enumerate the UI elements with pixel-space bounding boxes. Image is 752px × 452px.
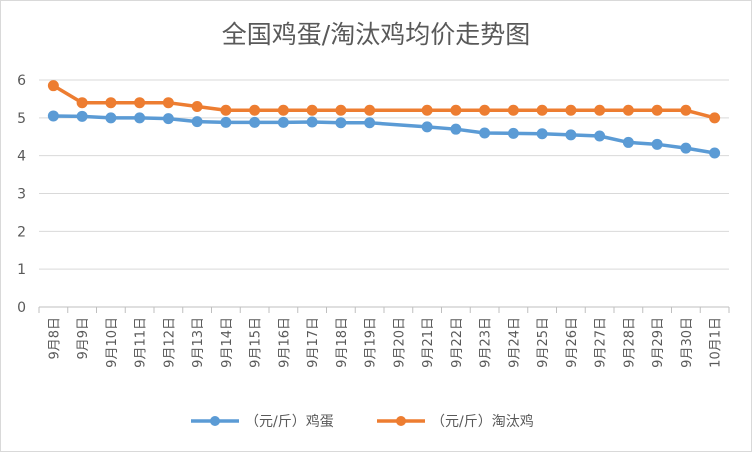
- data-point: [134, 97, 146, 109]
- data-point: [306, 116, 318, 128]
- data-point: [450, 123, 462, 135]
- y-tick-label: 2: [17, 224, 26, 240]
- x-tick-label: 9月23日: [479, 317, 494, 368]
- x-tick-label: 9月19日: [364, 317, 379, 368]
- x-tick-label: 9月25日: [536, 317, 551, 368]
- data-point: [249, 116, 261, 128]
- x-tick-label: 9月29日: [651, 317, 666, 368]
- data-point: [479, 127, 491, 139]
- x-tick-label: 9月27日: [594, 317, 609, 368]
- x-tick-label: 9月22日: [450, 317, 465, 368]
- data-point: [105, 112, 117, 124]
- x-tick-label: 9月14日: [220, 317, 235, 368]
- data-point: [134, 112, 146, 124]
- x-tick-label: 9月11日: [134, 317, 149, 368]
- y-tick-label: 0: [17, 300, 26, 316]
- x-tick-label: 9月9日: [76, 317, 91, 360]
- data-point: [306, 104, 318, 116]
- x-tick-label: 10月1日: [709, 317, 724, 368]
- x-tick-label: 9月18日: [335, 317, 350, 368]
- data-point: [565, 104, 577, 116]
- data-point: [594, 130, 606, 142]
- x-tick-label: 9月20日: [392, 317, 407, 368]
- data-point: [364, 117, 376, 129]
- x-tick-label: 9月12日: [162, 317, 177, 368]
- y-tick-label: 6: [17, 73, 26, 89]
- x-tick-label: 9月10日: [105, 317, 120, 368]
- data-point: [191, 116, 203, 128]
- x-tick-label: 9月28日: [622, 317, 637, 368]
- data-point: [277, 116, 289, 128]
- legend-marker: [396, 416, 406, 426]
- data-point: [364, 104, 376, 116]
- data-point: [507, 127, 519, 139]
- data-point: [421, 121, 433, 133]
- data-point: [47, 110, 59, 122]
- data-point: [220, 116, 232, 128]
- data-point: [622, 136, 634, 148]
- data-point: [335, 104, 347, 116]
- data-point: [709, 147, 721, 159]
- data-point: [651, 104, 663, 116]
- y-tick-label: 4: [17, 149, 26, 165]
- x-tick-label: 9月15日: [249, 317, 264, 368]
- data-point: [162, 113, 174, 125]
- x-tick-label: 9月17日: [306, 317, 321, 368]
- chart-title: 全国鸡蛋/淘汰鸡均价走势图: [221, 20, 531, 49]
- data-point: [479, 104, 491, 116]
- y-tick-label: 3: [17, 187, 26, 203]
- data-point: [76, 110, 88, 122]
- data-point: [191, 100, 203, 112]
- y-tick-label: 1: [17, 262, 26, 278]
- data-point: [507, 104, 519, 116]
- legend-marker: [210, 416, 220, 426]
- data-point: [421, 104, 433, 116]
- data-point: [536, 104, 548, 116]
- data-point: [47, 80, 59, 92]
- legend-label: （元/斤）鸡蛋: [245, 413, 334, 430]
- series-line-2: [52, 84, 716, 120]
- data-point: [622, 104, 634, 116]
- data-point: [162, 97, 174, 109]
- x-tick-label: 9月30日: [680, 317, 695, 368]
- x-tick-label: 9月24日: [507, 317, 522, 368]
- x-tick-label: 9月26日: [565, 317, 580, 368]
- data-point: [335, 117, 347, 129]
- data-point: [76, 97, 88, 109]
- y-tick-label: 5: [17, 111, 26, 127]
- data-point: [536, 128, 548, 140]
- x-tick-label: 9月21日: [421, 317, 436, 368]
- data-point: [680, 142, 692, 154]
- data-point: [249, 104, 261, 116]
- data-point: [680, 104, 692, 116]
- legend-label: （元/斤）淘汰鸡: [431, 413, 534, 430]
- data-point: [105, 97, 117, 109]
- x-tick-label: 9月8日: [47, 317, 62, 360]
- data-point: [277, 104, 289, 116]
- series-line-1: [53, 114, 715, 155]
- data-point: [651, 138, 663, 150]
- data-point: [450, 104, 462, 116]
- data-point: [594, 104, 606, 116]
- data-point: [220, 104, 232, 116]
- data-point: [565, 129, 577, 141]
- x-tick-label: 9月16日: [277, 317, 292, 368]
- data-point: [709, 112, 721, 124]
- x-tick-label: 9月13日: [191, 317, 206, 368]
